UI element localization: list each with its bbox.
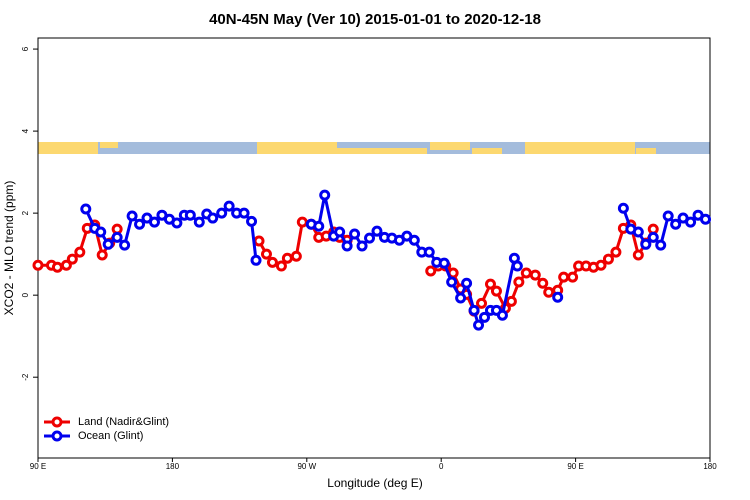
point (281, 252, 293, 264)
plot-frame (37, 37, 711, 459)
point (126, 210, 138, 222)
point (275, 260, 287, 272)
x-axis-label: Longitude (deg E) (327, 476, 422, 490)
point (438, 257, 450, 269)
point (216, 207, 228, 219)
point (543, 286, 555, 298)
point (119, 239, 131, 251)
y-tick-label: -2 (21, 373, 30, 381)
point (655, 239, 667, 251)
point (223, 200, 235, 212)
legend-marker (51, 416, 63, 428)
point (505, 295, 517, 307)
y-axis-label: XCO2 - MLO trend (ppm) (2, 181, 16, 316)
point (80, 203, 92, 215)
point (371, 225, 383, 237)
y-tick-label: 2 (21, 210, 30, 215)
point (632, 226, 644, 238)
point (250, 254, 262, 266)
x-tick-label: 0 (439, 462, 444, 471)
point (60, 259, 72, 271)
point (484, 278, 496, 290)
point (32, 259, 44, 271)
point (74, 246, 86, 258)
y-tick-label: 0 (21, 292, 30, 297)
point (632, 249, 644, 261)
point (334, 226, 346, 238)
point (468, 304, 480, 316)
x-tick-label: 90 E (30, 462, 46, 471)
point (455, 292, 467, 304)
point (364, 232, 376, 244)
x-tick-label: 90 E (567, 462, 583, 471)
point (95, 226, 107, 238)
point (349, 228, 361, 240)
point (617, 202, 629, 214)
point (567, 271, 579, 283)
x-tick-label: 90 W (297, 462, 316, 471)
point (134, 218, 146, 230)
point (266, 256, 278, 268)
point (296, 216, 308, 228)
point (148, 216, 160, 228)
point (446, 276, 458, 288)
point (513, 276, 525, 288)
point (66, 253, 78, 265)
point (319, 189, 331, 201)
point (238, 207, 250, 219)
point (341, 240, 353, 252)
point (558, 271, 570, 283)
point (313, 220, 325, 232)
point (425, 265, 437, 277)
point (640, 238, 652, 250)
x-tick-label: 180 (166, 462, 180, 471)
legend-label: Land (Nadir&Glint) (78, 416, 169, 428)
point (171, 217, 183, 229)
y-tick-label: 6 (21, 46, 30, 51)
point (685, 216, 697, 228)
land-ocean-band (38, 142, 710, 154)
point (670, 218, 682, 230)
point (111, 231, 123, 243)
point (193, 216, 205, 228)
point (520, 267, 532, 279)
point (479, 311, 491, 323)
point (356, 240, 368, 252)
point (102, 238, 114, 250)
legend-label: Ocean (Glint) (78, 430, 143, 442)
point (476, 297, 488, 309)
point (700, 213, 712, 225)
point (511, 260, 523, 272)
point (207, 212, 219, 224)
point (246, 215, 258, 227)
y-tick-label: 4 (21, 128, 30, 133)
x-tick-label: 180 (703, 462, 717, 471)
chart-title: 40N-45N May (Ver 10) 2015-01-01 to 2020-… (209, 11, 541, 28)
point (408, 234, 420, 246)
point (496, 309, 508, 321)
point (290, 250, 302, 262)
point (610, 246, 622, 258)
point (260, 248, 272, 260)
point (184, 209, 196, 221)
point (51, 261, 63, 273)
point (96, 249, 108, 261)
point (595, 259, 607, 271)
point (602, 253, 614, 265)
point (529, 269, 541, 281)
point (461, 277, 473, 289)
point (647, 231, 659, 243)
point (552, 291, 564, 303)
point (473, 319, 485, 331)
point (490, 285, 502, 297)
legend-marker (51, 430, 63, 442)
point (423, 246, 435, 258)
point (537, 277, 549, 289)
point (662, 210, 674, 222)
point (253, 235, 265, 247)
